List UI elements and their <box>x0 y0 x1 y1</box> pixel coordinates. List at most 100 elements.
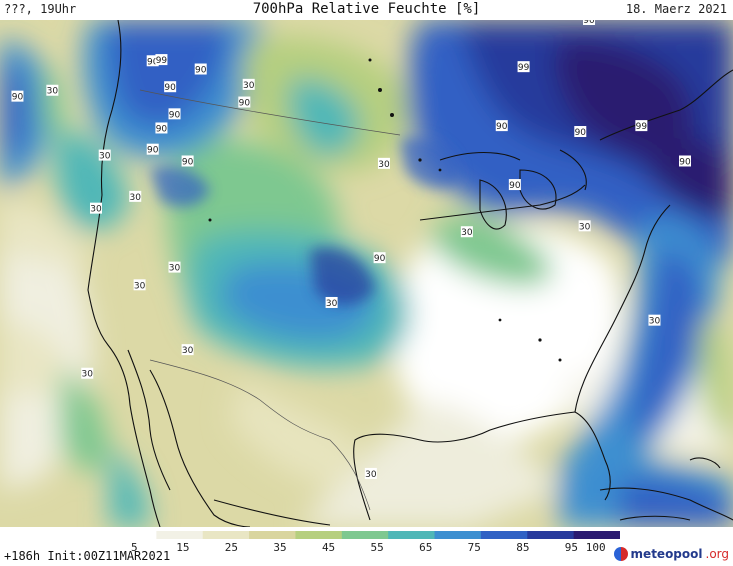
contour-label: 30 <box>168 261 181 274</box>
contour-label-box <box>508 179 521 191</box>
forecast-run-label: +186h Init:00Z11MAR2021 <box>4 549 171 563</box>
contour-label-box <box>648 314 661 326</box>
contour-label: 30 <box>242 78 255 91</box>
contour-label: 90 <box>574 126 587 138</box>
colorbar-tick-label: 100 <box>585 541 606 554</box>
contour-label: 99 <box>635 120 648 132</box>
contour-label-text: 90 <box>195 66 207 76</box>
contour-label-text: 99 <box>156 56 168 66</box>
valid-time-label: ???, 19Uhr <box>4 2 77 16</box>
contour-label: 90 <box>181 155 194 167</box>
colorbar-tick-label: 5 <box>130 541 138 554</box>
contour-label: 90 <box>194 63 207 76</box>
contour-label-text: 90 <box>147 57 159 67</box>
colorbar-tick-label: 35 <box>273 541 287 554</box>
contour-label-text: 90 <box>374 254 386 264</box>
contour-label-box <box>242 78 255 90</box>
contour-label-text: 90 <box>509 181 521 191</box>
contour-label-box <box>89 202 102 214</box>
contour-label-box <box>155 54 168 66</box>
contour-label: 90 <box>146 55 159 67</box>
contour-label-text: 30 <box>579 222 591 232</box>
contour-label: 90 <box>495 120 508 132</box>
legend: 5 15 25 35 45 55 65 75 85 95 100 +186h Init:00Z11M… <box>0 527 733 566</box>
contour-label-text: 90 <box>169 110 181 120</box>
contour-labels: 9099909030309090909030909030303030309030… <box>11 20 692 480</box>
contour-label-text: 90 <box>583 20 595 26</box>
contour-label-text: 30 <box>90 205 102 215</box>
contour-label: 99 <box>517 61 530 73</box>
contour-label: 30 <box>460 226 473 238</box>
map-header: ???, 19Uhr 700hPa Relative Feuchte [%] 1… <box>0 0 733 20</box>
contour-label-box <box>325 296 338 308</box>
contour-label: 30 <box>325 296 338 309</box>
humidity-map-canvas: 9099909030309090909030909030303030309030… <box>0 20 733 527</box>
contour-label-text: 30 <box>365 470 377 480</box>
colorbar-segment <box>249 531 296 539</box>
humidity-map[interactable]: 90 99 90 90 30 30 90 90 90 90 30 90 90 30 30 30 30 30 90 30… <box>0 20 733 527</box>
brand-logo[interactable]: meteopool .org <box>613 547 730 561</box>
contour-label: 99 <box>155 54 168 66</box>
colorbar-tick-label: 55 <box>370 541 384 554</box>
colorbar-tick-label: 45 <box>321 541 336 554</box>
globe-icon <box>613 547 628 561</box>
contour-label-text: 30 <box>378 160 390 170</box>
colorbar-tick-label: 85 <box>516 541 530 554</box>
colorbar-segment <box>573 531 620 539</box>
contour-label-box <box>181 155 194 167</box>
contour-label-text: 30 <box>134 281 146 291</box>
contour-label-box <box>679 155 692 167</box>
contour-label: 30 <box>129 190 142 203</box>
contour-label: 30 <box>133 279 146 291</box>
contour-label-text: 30 <box>182 346 194 356</box>
colorbar-tick-label: 75 <box>467 541 481 554</box>
contour-label-box <box>517 61 530 73</box>
contour-label-text: 90 <box>147 146 159 156</box>
colorbar-segment <box>527 531 575 539</box>
brand-suffix: .org <box>705 547 730 561</box>
contour-label-box <box>583 20 596 25</box>
map-title: 700hPa Relative Feuchte [%] <box>252 1 481 17</box>
colorbar-tick-label: 95 <box>564 541 579 554</box>
contour-label-text: 30 <box>461 228 473 238</box>
contour-label-box <box>81 367 94 379</box>
colorbar-segment <box>295 531 343 539</box>
contour-label-box <box>146 55 159 67</box>
contour-label-box <box>460 226 473 238</box>
colorbar-segment <box>341 531 389 539</box>
contour-label-box <box>146 143 159 155</box>
contour-label-text: 30 <box>82 370 94 380</box>
colorbar-segment <box>480 531 528 539</box>
contour-label-box <box>181 344 194 356</box>
contour-label: 30 <box>648 314 661 327</box>
contour-label: 90 <box>679 155 692 167</box>
contour-label-text: 90 <box>496 122 508 132</box>
contour-label: 90 <box>11 90 24 103</box>
contour-label-text: 99 <box>636 122 648 132</box>
contour-label-text: 30 <box>326 299 338 309</box>
colorbar-tick-label: 15 <box>176 541 190 554</box>
contour-label-box <box>11 90 24 102</box>
colorbar <box>110 531 620 539</box>
islands <box>208 58 562 362</box>
contour-label: 30 <box>578 220 591 232</box>
contour-label: 30 <box>181 344 194 356</box>
contour-label: 90 <box>508 179 521 191</box>
contour-label-text: 30 <box>130 193 142 203</box>
contour-label: 90 <box>155 122 168 134</box>
contour-label-text: 30 <box>243 81 255 91</box>
contour-label-text: 90 <box>12 93 24 103</box>
colorbar-segment <box>388 531 436 539</box>
contour-label: 90 <box>373 252 386 264</box>
humidity-detail <box>150 137 460 305</box>
contour-label-box <box>46 84 59 96</box>
contour-label: 90 <box>583 20 596 26</box>
valid-date-label: 18. Maerz 2021 <box>625 2 727 16</box>
contour-label-box <box>238 96 251 108</box>
contour-label-box <box>168 261 181 273</box>
contour-label-box <box>373 252 386 264</box>
contour-label: 30 <box>364 467 377 480</box>
contour-label-text: 30 <box>99 152 111 162</box>
contour-label: 90 <box>168 108 181 120</box>
contour-label: 30 <box>377 157 390 170</box>
